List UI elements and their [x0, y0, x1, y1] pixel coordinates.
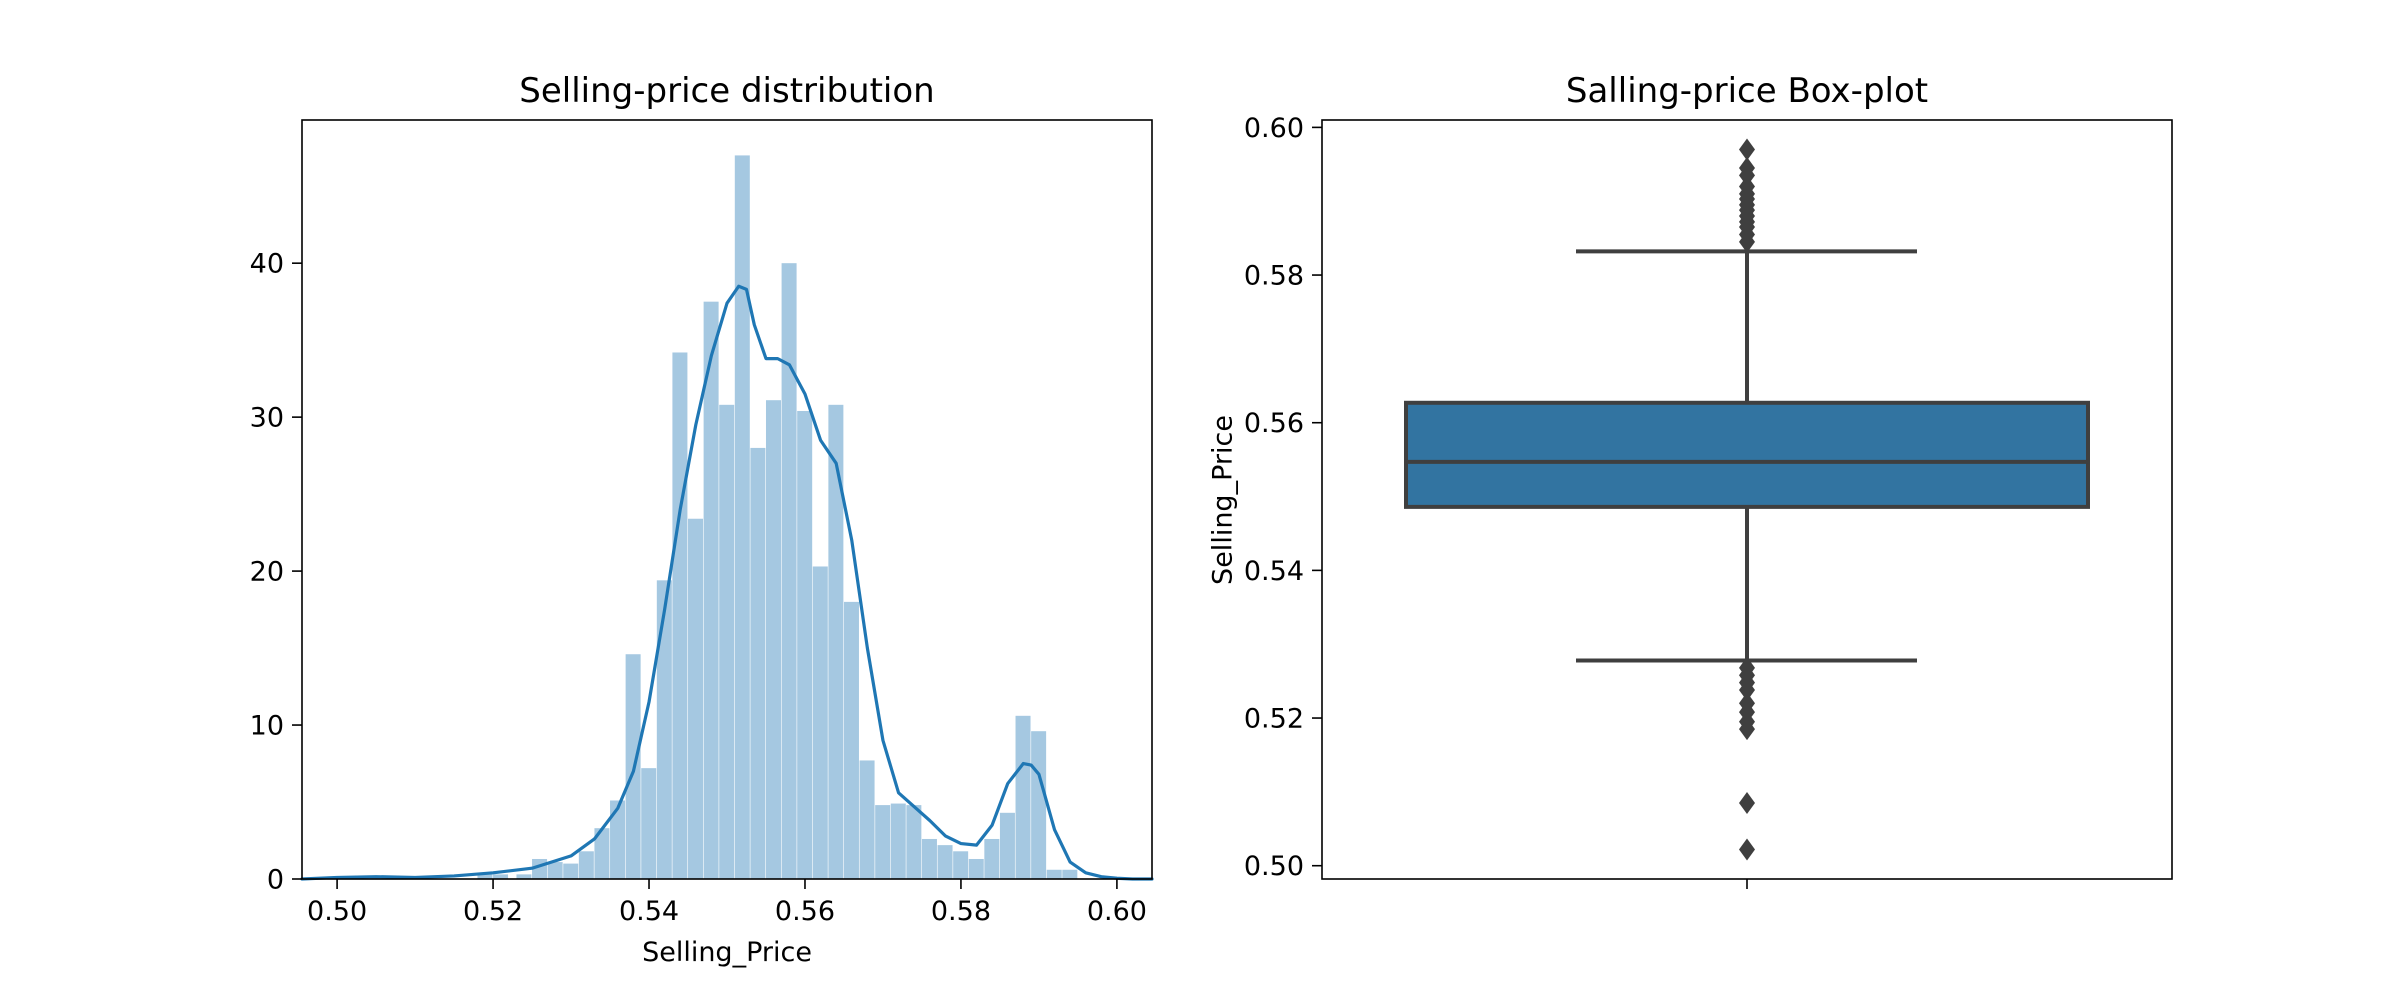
- histogram-bar: [890, 803, 906, 879]
- histogram-bar: [968, 858, 984, 879]
- histogram-bar: [516, 874, 532, 879]
- histogram-bar: [921, 838, 937, 879]
- histogram-y-tick-label: 10: [250, 711, 284, 742]
- histogram-bar: [750, 447, 766, 879]
- histogram-bar: [953, 851, 969, 879]
- histogram-bar: [493, 874, 509, 879]
- histogram-bars: [477, 155, 1078, 880]
- boxplot-box: [1404, 400, 2090, 509]
- histogram-bar: [859, 760, 875, 879]
- histogram-title: Selling-price distribution: [519, 71, 934, 111]
- histogram-x-tick-label: 0.54: [619, 896, 679, 927]
- histogram-bar: [610, 800, 626, 879]
- histogram-bar: [937, 845, 953, 879]
- boxplot-elements: [1404, 138, 2090, 861]
- histogram-bar: [765, 400, 781, 879]
- histogram-bar: [563, 863, 579, 879]
- histogram-bar: [875, 805, 891, 879]
- boxplot-title: Salling-price Box-plot: [1566, 71, 1928, 111]
- histogram-bar: [703, 301, 719, 879]
- histogram-bar: [1046, 869, 1062, 879]
- histogram-x-ticks: 0.50 0.52 0.54 0.56 0.58 0.60: [307, 879, 1147, 927]
- histogram-bar: [999, 812, 1015, 879]
- boxplot-outlier-high: [1739, 175, 1755, 198]
- histogram-bar: [719, 404, 735, 879]
- histogram-bar: [547, 862, 563, 879]
- histogram-bar: [578, 851, 594, 879]
- histogram-y-tick-label: 30: [250, 403, 284, 434]
- histogram-y-tick-label: 20: [250, 557, 284, 588]
- boxplot-y-tick-label: 0.52: [1244, 704, 1304, 735]
- boxplot-y-tick-label: 0.58: [1244, 261, 1304, 292]
- histogram-bar: [734, 155, 750, 879]
- histogram-bar: [477, 874, 493, 879]
- histogram-x-tick-label: 0.60: [1087, 896, 1147, 927]
- histogram-x-tick-label: 0.56: [775, 896, 835, 927]
- histogram-bar: [797, 410, 813, 879]
- boxplot-outlier-low: [1739, 791, 1755, 814]
- boxplot-outlier-low: [1739, 678, 1755, 701]
- histogram-plot-frame: [301, 119, 1153, 880]
- boxplot-y-tick-label: 0.50: [1244, 851, 1304, 882]
- histogram-bar: [906, 805, 922, 879]
- histogram-bar: [656, 580, 672, 879]
- histogram-x-tick-label: 0.50: [307, 896, 367, 927]
- boxplot-outlier-low: [1739, 838, 1755, 861]
- histogram-bar: [812, 566, 828, 879]
- histogram-bar: [641, 768, 657, 879]
- kde-line: [300, 284, 1154, 881]
- histogram-x-tick-label: 0.58: [931, 896, 991, 927]
- boxplot-outlier-low: [1739, 718, 1755, 741]
- boxplot-y-tick-label: 0.60: [1244, 113, 1304, 144]
- boxplot-outlier-high: [1739, 138, 1755, 161]
- histogram-y-ticks: 0 10 20 30 40: [250, 249, 302, 896]
- boxplot-outlier-high: [1739, 156, 1755, 179]
- histogram-x-tick-label: 0.52: [463, 896, 523, 927]
- histogram-bar: [1062, 869, 1078, 879]
- boxplot-y-axis-label: Selling_Price: [1208, 415, 1239, 585]
- histogram-bar: [984, 838, 1000, 879]
- histogram-bar: [1031, 731, 1047, 879]
- histogram-bar: [594, 828, 610, 879]
- histogram-bar: [688, 518, 704, 879]
- boxplot-panel: Salling-price Box-plot 0.500.520.540.560…: [1208, 71, 2173, 889]
- histogram-y-tick-label: 0: [267, 865, 284, 896]
- histogram-bar: [1015, 715, 1031, 879]
- histogram-bar: [828, 404, 844, 879]
- histogram-bar: [843, 601, 859, 879]
- histogram-x-axis-label: Selling_Price: [642, 937, 812, 968]
- histogram-bar: [672, 352, 688, 880]
- histogram-y-tick-label: 40: [250, 249, 284, 280]
- boxplot-y-ticks: 0.50 0.52 0.54 0.56 0.58 0.60: [1244, 113, 1322, 882]
- histogram-panel: Selling-price distribution 0.50 0.52 0.54 0…: [250, 71, 1154, 968]
- boxplot-y-tick-label: 0.56: [1244, 408, 1304, 439]
- boxplot-y-tick-label: 0.54: [1244, 556, 1304, 587]
- histogram-bar: [781, 263, 797, 879]
